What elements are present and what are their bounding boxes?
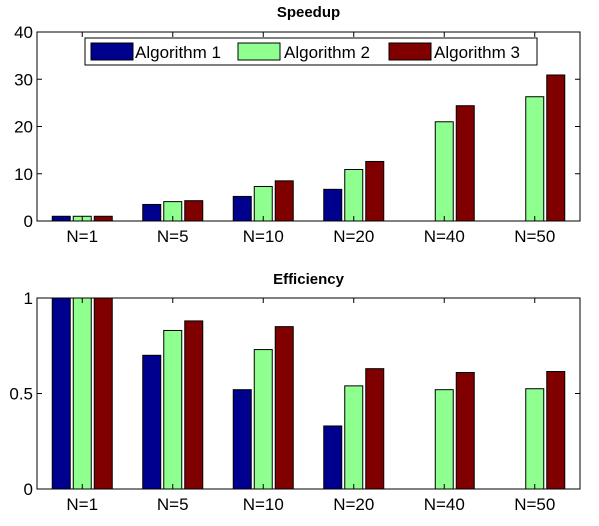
x-tick-label: N=40 [424, 495, 465, 514]
bar-3-N=40 [455, 371, 475, 490]
y-tick-label: 0 [24, 212, 33, 231]
bar-3-N=20 [365, 160, 385, 222]
bar-2-N=50 [525, 96, 545, 222]
bars [51, 74, 566, 222]
x-tick-label: N=1 [66, 495, 98, 514]
chart-title: Speedup [277, 4, 340, 21]
bar-3-N=10 [274, 180, 294, 222]
bar-1-N=1 [51, 215, 71, 222]
x-tick-label: N=20 [333, 495, 374, 514]
y-tick-label: 0.5 [9, 385, 33, 404]
legend-swatch [90, 42, 134, 61]
bar-2-N=40 [434, 121, 454, 222]
axes-frame [36, 297, 581, 490]
legend-swatch [388, 42, 432, 61]
bar-2-N=1 [72, 297, 92, 490]
bar-2-N=10 [253, 186, 273, 222]
y-tick-label: 30 [14, 70, 33, 89]
x-tick-label: N=5 [157, 495, 189, 514]
bars [51, 297, 566, 490]
bar-1-N=10 [232, 389, 252, 490]
x-tick-label: N=10 [243, 495, 284, 514]
bar-2-N=5 [163, 329, 183, 490]
legend: Algorithm 1 Algorithm 2 Algorithm 3 [84, 37, 538, 66]
bar-1-N=1 [51, 297, 71, 490]
bar-3-N=50 [546, 74, 566, 222]
legend-label: Algorithm 1 [135, 43, 221, 62]
chart-title: Efficiency [273, 271, 345, 288]
x-tick-label: N=50 [514, 227, 555, 246]
legend-box [84, 37, 538, 66]
x-tick-label: N=40 [424, 227, 465, 246]
bar-2-N=40 [434, 389, 454, 490]
bar-3-N=20 [365, 368, 385, 490]
bar-3-N=1 [93, 297, 113, 490]
bar-3-N=1 [93, 215, 113, 222]
bar-1-N=5 [142, 203, 162, 222]
legend-swatch [237, 42, 281, 61]
x-tick-label: N=50 [514, 495, 555, 514]
x-tick-label: N=20 [333, 227, 374, 246]
bar-2-N=20 [344, 168, 364, 222]
bar-3-N=5 [184, 200, 204, 222]
y-tick-label: 10 [14, 165, 33, 184]
x-tick-label: N=5 [157, 227, 189, 246]
bar-1-N=5 [142, 354, 162, 490]
bar-1-N=10 [232, 195, 252, 222]
bar-1-N=20 [323, 425, 343, 490]
speedup-chart: Speedup 0 10 20 30 40 N=1 N=5 N=10 N=20 N=40 N=50 A… [14, 4, 581, 246]
legend-label: Algorithm 2 [284, 43, 370, 62]
x-tick-label: N=1 [66, 227, 98, 246]
y-tick-label: 40 [14, 23, 33, 42]
x-tick-label: N=10 [243, 227, 284, 246]
legend-label: Algorithm 3 [434, 43, 520, 62]
bar-3-N=40 [455, 105, 475, 222]
bar-3-N=5 [184, 320, 204, 490]
bar-2-N=20 [344, 385, 364, 490]
y-tick-label: 0 [24, 480, 33, 499]
y-tick-label: 1 [24, 289, 33, 308]
efficiency-chart: Efficiency 0 0.5 1 N=1 N=5 N=10 N=20 N=40 N=50 [9, 271, 581, 514]
bar-3-N=10 [274, 326, 294, 490]
bar-3-N=50 [546, 371, 566, 490]
y-tick-label: 20 [14, 118, 33, 137]
bar-1-N=20 [323, 188, 343, 222]
bar-2-N=50 [525, 388, 545, 490]
bar-2-N=10 [253, 349, 273, 490]
